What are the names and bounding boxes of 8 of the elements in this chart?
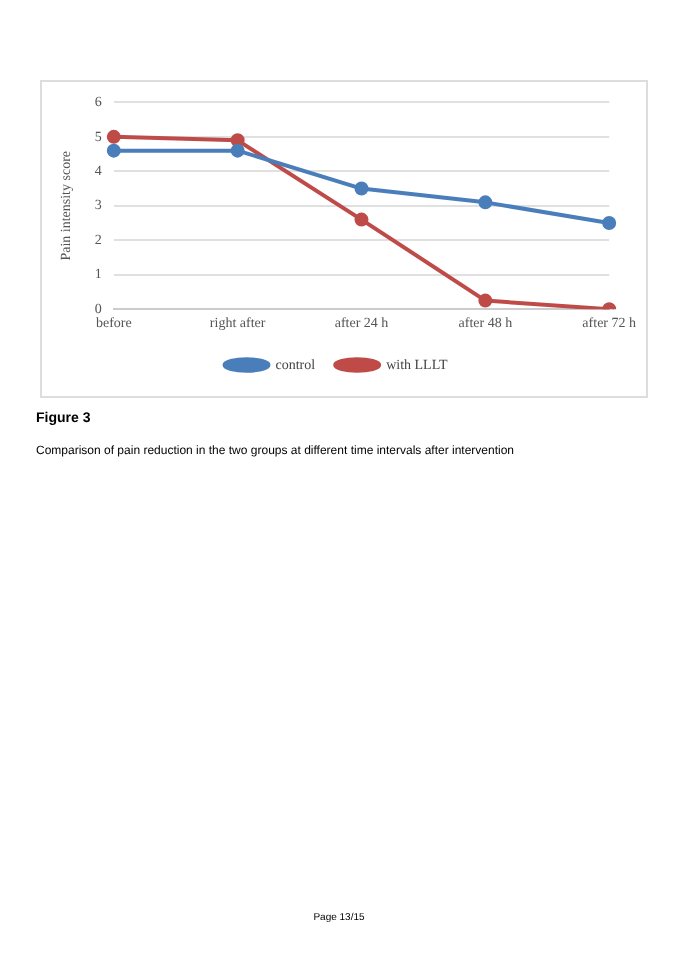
point — [230, 143, 245, 158]
point — [354, 212, 369, 227]
point — [478, 195, 493, 210]
point — [602, 216, 617, 231]
point — [354, 181, 369, 196]
point — [106, 143, 121, 158]
point — [106, 129, 121, 144]
point — [478, 293, 493, 308]
